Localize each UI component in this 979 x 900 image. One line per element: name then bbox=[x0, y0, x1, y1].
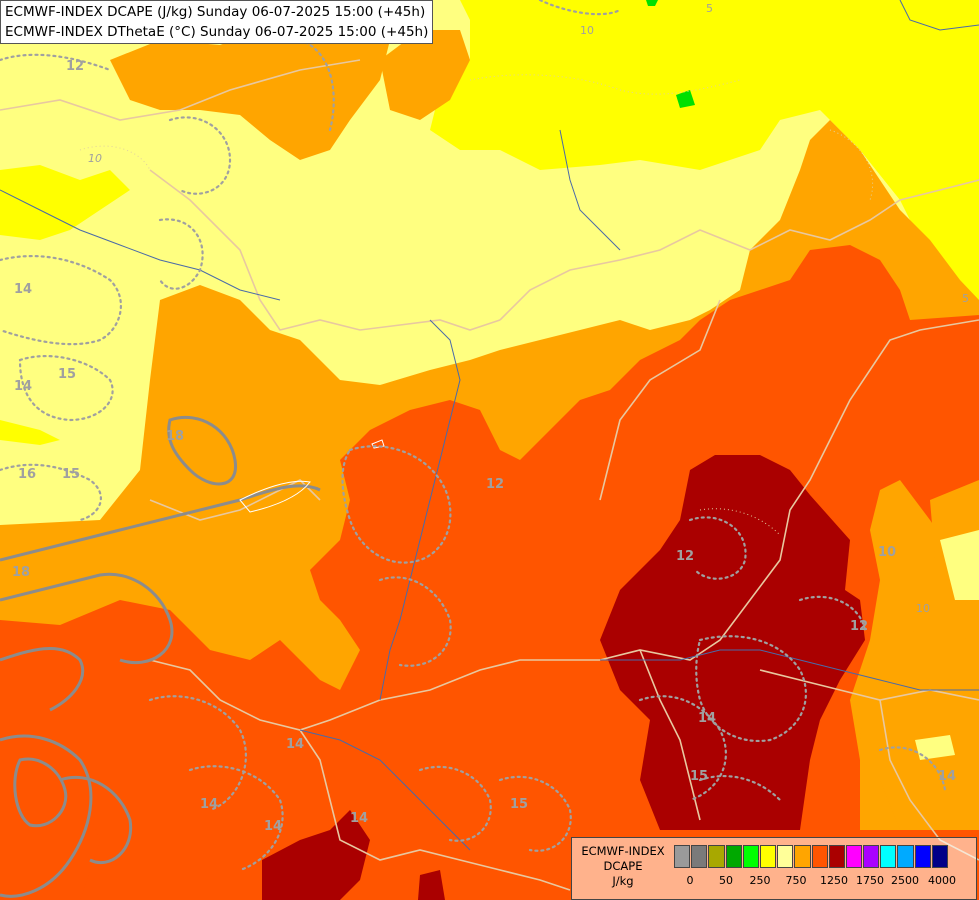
dark-red-region bbox=[600, 455, 865, 830]
contour-label: 15 bbox=[62, 467, 80, 482]
legend-swatch bbox=[863, 845, 880, 868]
orange-region-top bbox=[380, 30, 470, 120]
legend-unit: J/kg bbox=[612, 874, 634, 888]
contour-label: 14 bbox=[14, 282, 32, 297]
contour-label: 10 bbox=[916, 602, 930, 615]
legend-swatches bbox=[674, 845, 949, 869]
legend-swatch bbox=[691, 845, 708, 868]
legend-tick-label: 750 bbox=[785, 874, 807, 887]
yellow-region-west bbox=[0, 165, 130, 240]
contour-label: 14 bbox=[14, 379, 32, 394]
yellow-blob-se bbox=[940, 530, 979, 600]
contour-label: 14 bbox=[938, 769, 956, 784]
dthetae-solid-contours bbox=[0, 415, 321, 898]
orange-region-east bbox=[860, 630, 979, 830]
legend-swatch bbox=[794, 845, 811, 868]
contour-label: 14 bbox=[698, 711, 716, 726]
map-title-box: ECMWF-INDEX DCAPE (J/kg) Sunday 06-07-20… bbox=[0, 0, 434, 44]
legend-swatch bbox=[725, 845, 742, 868]
title-dcape: ECMWF-INDEX DCAPE (J/kg) Sunday 06-07-20… bbox=[5, 4, 426, 20]
legend-swatch bbox=[674, 845, 691, 868]
contour-label: 10 bbox=[88, 152, 102, 165]
legend-tick-label: 250 bbox=[749, 874, 771, 887]
legend-swatch bbox=[811, 845, 828, 868]
contour-label: 16 bbox=[18, 467, 36, 482]
title-dthetae: ECMWF-INDEX DThetaE (°C) Sunday 06-07-20… bbox=[5, 24, 429, 40]
contour-label: 15 bbox=[510, 797, 528, 812]
yellow-blob-east bbox=[915, 735, 955, 760]
legend-swatch bbox=[914, 845, 931, 868]
contour-label: 10 bbox=[580, 24, 594, 37]
legend-model: ECMWF-INDEX bbox=[581, 844, 665, 858]
legend-label: ECMWF-INDEX DCAPE J/kg bbox=[574, 844, 672, 889]
contour-label: 12 bbox=[486, 477, 504, 492]
dthetae-dotted-contours bbox=[0, 0, 947, 872]
contour-label: 18 bbox=[166, 429, 184, 444]
contour-label: 10 bbox=[878, 545, 896, 560]
contour-label: 15 bbox=[690, 769, 708, 784]
color-legend: ECMWF-INDEX DCAPE J/kg 0 50 250 750 1250 1750… bbox=[571, 837, 977, 900]
contour-label: 14 bbox=[200, 797, 218, 812]
contour-label: 15 bbox=[58, 367, 76, 382]
rivers bbox=[0, 0, 979, 851]
green-blob-2 bbox=[646, 0, 658, 6]
legend-tick-label: 2500 bbox=[891, 874, 919, 887]
dark-red-region-south bbox=[262, 810, 370, 900]
contour-label: 18 bbox=[12, 565, 30, 580]
legend-swatch bbox=[897, 845, 914, 868]
contour-label: 12 bbox=[66, 59, 84, 74]
legend-swatch bbox=[880, 845, 897, 868]
contour-labels: 12 10 14 15 14 16 15 18 18 12 12 10 10 1… bbox=[12, 2, 969, 834]
contour-label: 12 bbox=[676, 549, 694, 564]
legend-tick-label: 50 bbox=[719, 874, 733, 887]
yellow-region-sw bbox=[0, 420, 60, 445]
legend-swatch bbox=[759, 845, 777, 868]
legend-swatch bbox=[828, 845, 845, 868]
legend-ticks: 0 50 250 750 1250 1750 2500 4000 bbox=[674, 874, 974, 890]
dcape-thin-contours bbox=[79, 74, 874, 536]
dark-red-region-south2 bbox=[418, 870, 445, 900]
yellow-region-north bbox=[430, 0, 979, 320]
contour-label: 14 bbox=[286, 737, 304, 752]
legend-variable: DCAPE bbox=[603, 859, 643, 873]
legend-tick-label: 1750 bbox=[856, 874, 884, 887]
legend-swatch bbox=[742, 845, 759, 868]
contour-label: 5 bbox=[962, 292, 969, 305]
legend-tick-label: 1250 bbox=[820, 874, 848, 887]
legend-swatch bbox=[777, 845, 794, 868]
contour-label: 14 bbox=[350, 811, 368, 826]
contour-label: 14 bbox=[264, 819, 282, 834]
legend-swatch bbox=[845, 845, 863, 868]
legend-tick-label: 4000 bbox=[928, 874, 956, 887]
contour-label: 5 bbox=[706, 2, 713, 15]
dark-orange-region-sw bbox=[0, 760, 100, 900]
green-blob bbox=[676, 90, 695, 108]
orange-region-nw bbox=[110, 15, 390, 160]
legend-tick-label: 0 bbox=[686, 874, 694, 887]
contour-label: 12 bbox=[850, 619, 868, 634]
legend-swatch bbox=[708, 845, 725, 868]
legend-swatch bbox=[931, 845, 948, 868]
